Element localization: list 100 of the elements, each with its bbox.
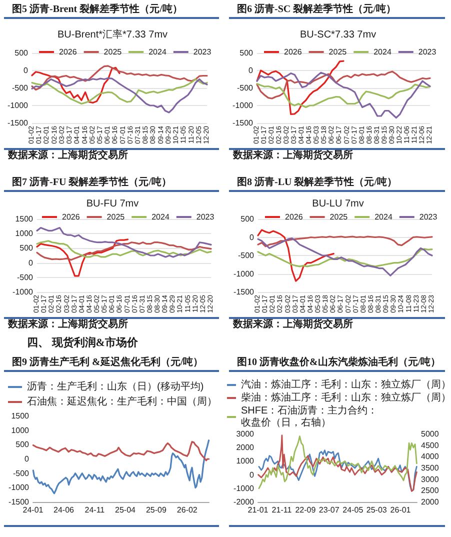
legend-label: 2023 [419, 212, 438, 222]
chart-title: 图6 沥青-SC 裂解差季节性（元/吨） [237, 4, 396, 16]
x-tick-label: 26-01 [390, 506, 412, 514]
legend-label: 2024 [152, 212, 170, 222]
chart-subtitle: BU-LU 7mv [312, 198, 364, 210]
line-series [32, 441, 210, 462]
y-tick-label: -500 [12, 468, 30, 478]
line-series [31, 78, 208, 105]
y-tick-label: 0 [250, 232, 255, 242]
legend-label: 汽油：炼油工序：毛利：山东：独立炼厂（周） [241, 378, 451, 390]
y-tick-label: 1000 [236, 456, 255, 466]
legend-label: 2024 [374, 212, 393, 222]
x-tick-label: 24-06 [54, 506, 75, 514]
y-tick-label: -1000 [12, 288, 34, 296]
line-series [258, 450, 418, 492]
x-tick-label: 23-07 [318, 506, 340, 514]
y2-tick-label: 4500 [421, 440, 440, 450]
line-series [31, 66, 120, 104]
y-tick-label: 500 [14, 48, 29, 58]
y-tick-label: 0 [24, 66, 29, 75]
y-tick-label: -1500 [232, 118, 254, 128]
y-tick-label: -1000 [234, 484, 255, 493]
legend-label: 2026 [285, 212, 304, 222]
x-tick-label: 22-09 [295, 506, 316, 514]
y-tick-label: -1500 [8, 498, 30, 506]
y-tick-label: 1500 [15, 214, 34, 224]
y-tick-label: 500 [240, 48, 254, 58]
y-tick-label: -500 [16, 272, 34, 282]
y-tick-label: -500 [236, 84, 254, 92]
y2-tick-label: 5000 [421, 430, 440, 438]
legend-label: SHFE：石油沥青：主力合约：收盘价（日，右轴） [241, 404, 378, 428]
y-tick-label: 3000 [236, 430, 255, 438]
y-tick-label: -2000 [234, 498, 255, 506]
legend-label: 沥青：生产毛利：山东（日）(移动平均) [27, 380, 204, 392]
x-tick-label: 21-01 [248, 506, 269, 514]
y-tick-label: 0 [248, 66, 254, 75]
legend-label: 2026 [59, 48, 78, 56]
y-tick-label: 1000 [15, 229, 34, 238]
line-series [257, 236, 433, 248]
y-tick-label: 0 [250, 470, 255, 480]
source-note: 数据来源：上海期货交易所 [8, 150, 128, 162]
y-tick-label: 1000 [11, 426, 30, 435]
chart-title: 图8 沥青-LU 裂解差季节性（元/吨） [237, 177, 397, 189]
text: 四、 现货利润&市场价 [27, 337, 138, 350]
y-tick-label: 2000 [236, 443, 255, 452]
y-tick-label: -1000 [8, 101, 29, 110]
legend-label: 2025 [104, 48, 122, 56]
legend-label: 2024 [148, 48, 167, 56]
x-tick-label: 26-02 [176, 506, 198, 514]
legend-label: 2025 [328, 48, 348, 56]
chart-subtitle: BU-Brent*汇率*7.33 7mv [57, 28, 168, 40]
x-tick-label: 24-01 [22, 506, 44, 514]
legend-label: 2025 [106, 212, 126, 222]
legend-label: 2025 [330, 212, 348, 222]
chart-title: 图10 沥青收盘价&山东汽柴炼油毛利（元/吨） [237, 357, 441, 369]
line-series [256, 70, 431, 100]
x-tick-label: 25-09 [146, 506, 167, 514]
line-series [36, 240, 212, 258]
y-tick-label: 500 [20, 244, 34, 253]
legend-label: 2023 [418, 48, 437, 56]
x-tick-label: 25-03 [366, 506, 388, 514]
y2-tick-label: 4000 [421, 452, 440, 462]
line-series [32, 440, 210, 494]
chart-subtitle: BU-FU 7mv [86, 198, 139, 210]
y-tick-label: 500 [16, 440, 30, 450]
legend-label: 2023 [196, 212, 215, 222]
legend-label: 2026 [284, 48, 302, 56]
y2-tick-label: 3000 [421, 474, 440, 484]
line-series [36, 242, 212, 261]
legend-label: 柴油：炼油工序：毛利：山东：独立炼厂（周） [241, 392, 451, 404]
source-note: 数据来源：上海期货交易所 [8, 319, 128, 331]
source-note: 数据来源：上海期货交易所 [233, 150, 353, 162]
line-series [257, 248, 433, 268]
x-tick-label: 24-05 [342, 506, 364, 514]
y-tick-label: 1500 [11, 412, 30, 420]
y-tick-label: 500 [240, 214, 255, 224]
line-series [31, 65, 208, 91]
chart-subtitle: BU-SC*7.33 7mv [300, 30, 376, 40]
y2-tick-label: 2500 [421, 486, 440, 496]
y-tick-label: -1500 [8, 118, 29, 128]
line-series [256, 60, 344, 116]
y-tick-label: -1000 [232, 101, 254, 110]
y-tick-label: -1500 [234, 288, 255, 296]
y-tick-label: 0 [24, 454, 30, 464]
x-tick-label: 21-11 [272, 506, 292, 514]
x-tick-label: 25-04 [115, 506, 136, 514]
line-series [36, 238, 129, 277]
line-series [257, 229, 334, 282]
line-series [257, 238, 433, 276]
legend-label: 石油焦：延迟焦化：生产毛利：中国（周） [27, 396, 217, 408]
chart-title: 图7 沥青-FU 裂解差季节性（元/吨） [12, 177, 172, 189]
chart-title: 图5 沥青-Brent 裂解差季节性（元/吨） [12, 4, 182, 16]
y-tick-label: -500 [238, 251, 255, 260]
y-tick-label: -500 [12, 84, 29, 92]
x-tick-label: 24-11 [84, 506, 106, 514]
line-series [256, 83, 431, 108]
legend-label: 2023 [193, 48, 212, 56]
y-tick-label: -1000 [234, 269, 255, 278]
line-series [31, 77, 208, 114]
y-tick-label: -1000 [8, 483, 30, 492]
